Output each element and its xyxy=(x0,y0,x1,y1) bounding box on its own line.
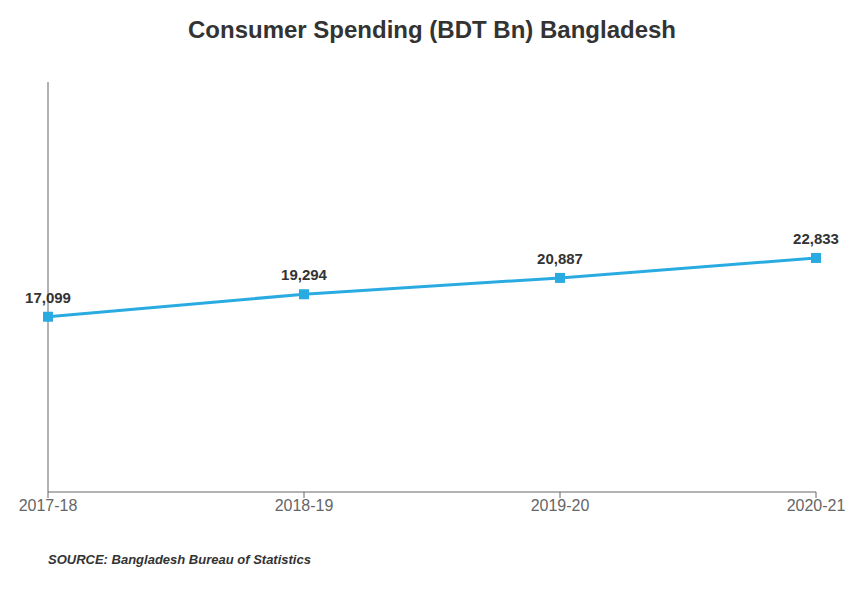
svg-text:2018-19: 2018-19 xyxy=(275,497,334,514)
svg-text:2020-21: 2020-21 xyxy=(787,497,846,514)
svg-text:2017-18: 2017-18 xyxy=(19,497,78,514)
svg-text:2019-20: 2019-20 xyxy=(531,497,590,514)
html-text:Consumer Spending (BDT Bn) Ban: Consumer Spending (BDT Bn) Bangladesh xyxy=(188,16,676,43)
svg-text:17,099: 17,099 xyxy=(25,289,71,306)
svg-text:22,833: 22,833 xyxy=(793,230,839,247)
svg-text:20,887: 20,887 xyxy=(537,250,583,267)
html-text:SOURCE: Bangladesh Bureau of S: SOURCE: Bangladesh Bureau of Statistics xyxy=(48,552,311,567)
svg-text:19,294: 19,294 xyxy=(281,266,328,283)
